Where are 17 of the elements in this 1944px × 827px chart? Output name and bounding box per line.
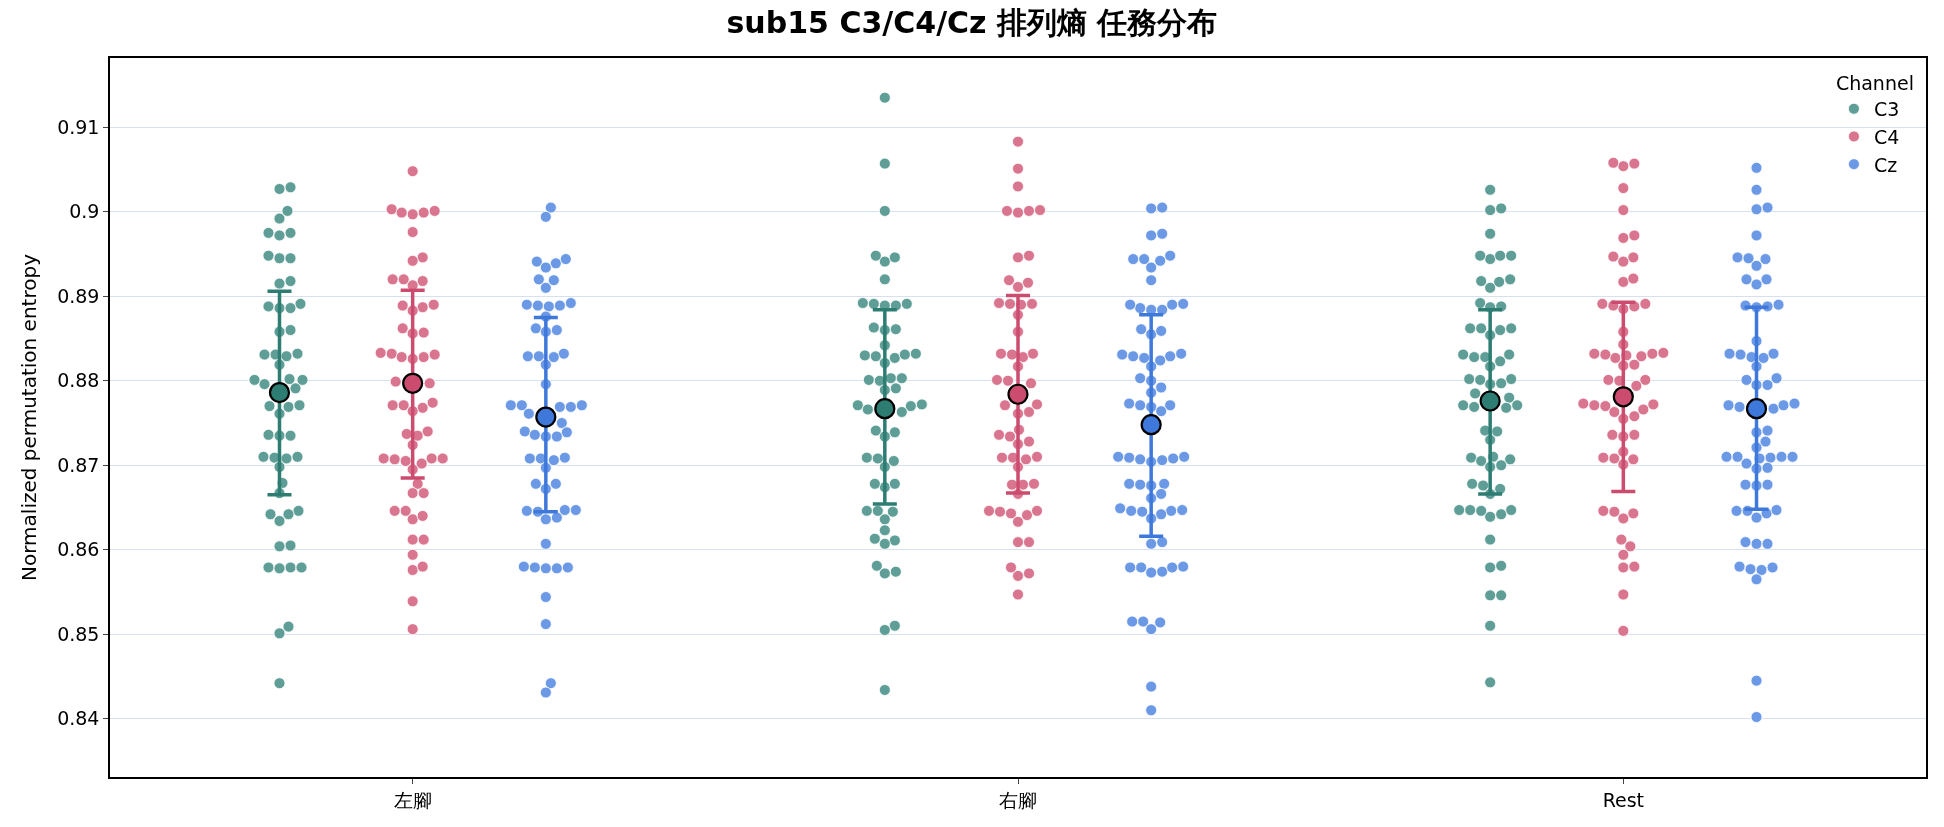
y-tick-label: 0.9 [69, 200, 100, 223]
y-axis-title: Normalized permutation entropy [17, 253, 42, 581]
legend-label: Cz [1873, 153, 1898, 176]
legend-label: C4 [1873, 125, 1900, 148]
x-tick-label: Rest [1602, 788, 1645, 811]
legend-title: Channel [1835, 71, 1914, 94]
x-tick-label: 右腳 [999, 788, 1037, 811]
y-tick-label: 0.84 [57, 707, 100, 730]
x-tick-label: 左腳 [393, 788, 432, 811]
y-tick-label: 0.86 [57, 538, 100, 561]
y-tick-label: 0.87 [57, 453, 100, 476]
y-tick-label: 0.89 [57, 284, 100, 307]
y-tick-label: 0.85 [57, 622, 100, 645]
y-tick-label: 0.88 [57, 369, 100, 392]
chart-title: sub15 C3/C4/Cz 排列熵 任務分布 [726, 5, 1218, 41]
y-tick-label: 0.91 [57, 115, 100, 138]
legend-label: C3 [1873, 98, 1900, 121]
